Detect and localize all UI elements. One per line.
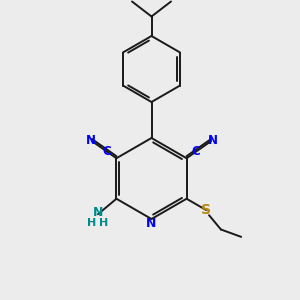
Text: H: H xyxy=(87,218,96,228)
Text: N: N xyxy=(93,206,103,219)
Text: N: N xyxy=(85,134,96,147)
Text: H: H xyxy=(99,218,108,228)
Text: C: C xyxy=(191,145,200,158)
Text: N: N xyxy=(207,134,218,147)
Text: S: S xyxy=(201,203,211,217)
Text: N: N xyxy=(146,217,157,230)
Text: C: C xyxy=(103,145,112,158)
